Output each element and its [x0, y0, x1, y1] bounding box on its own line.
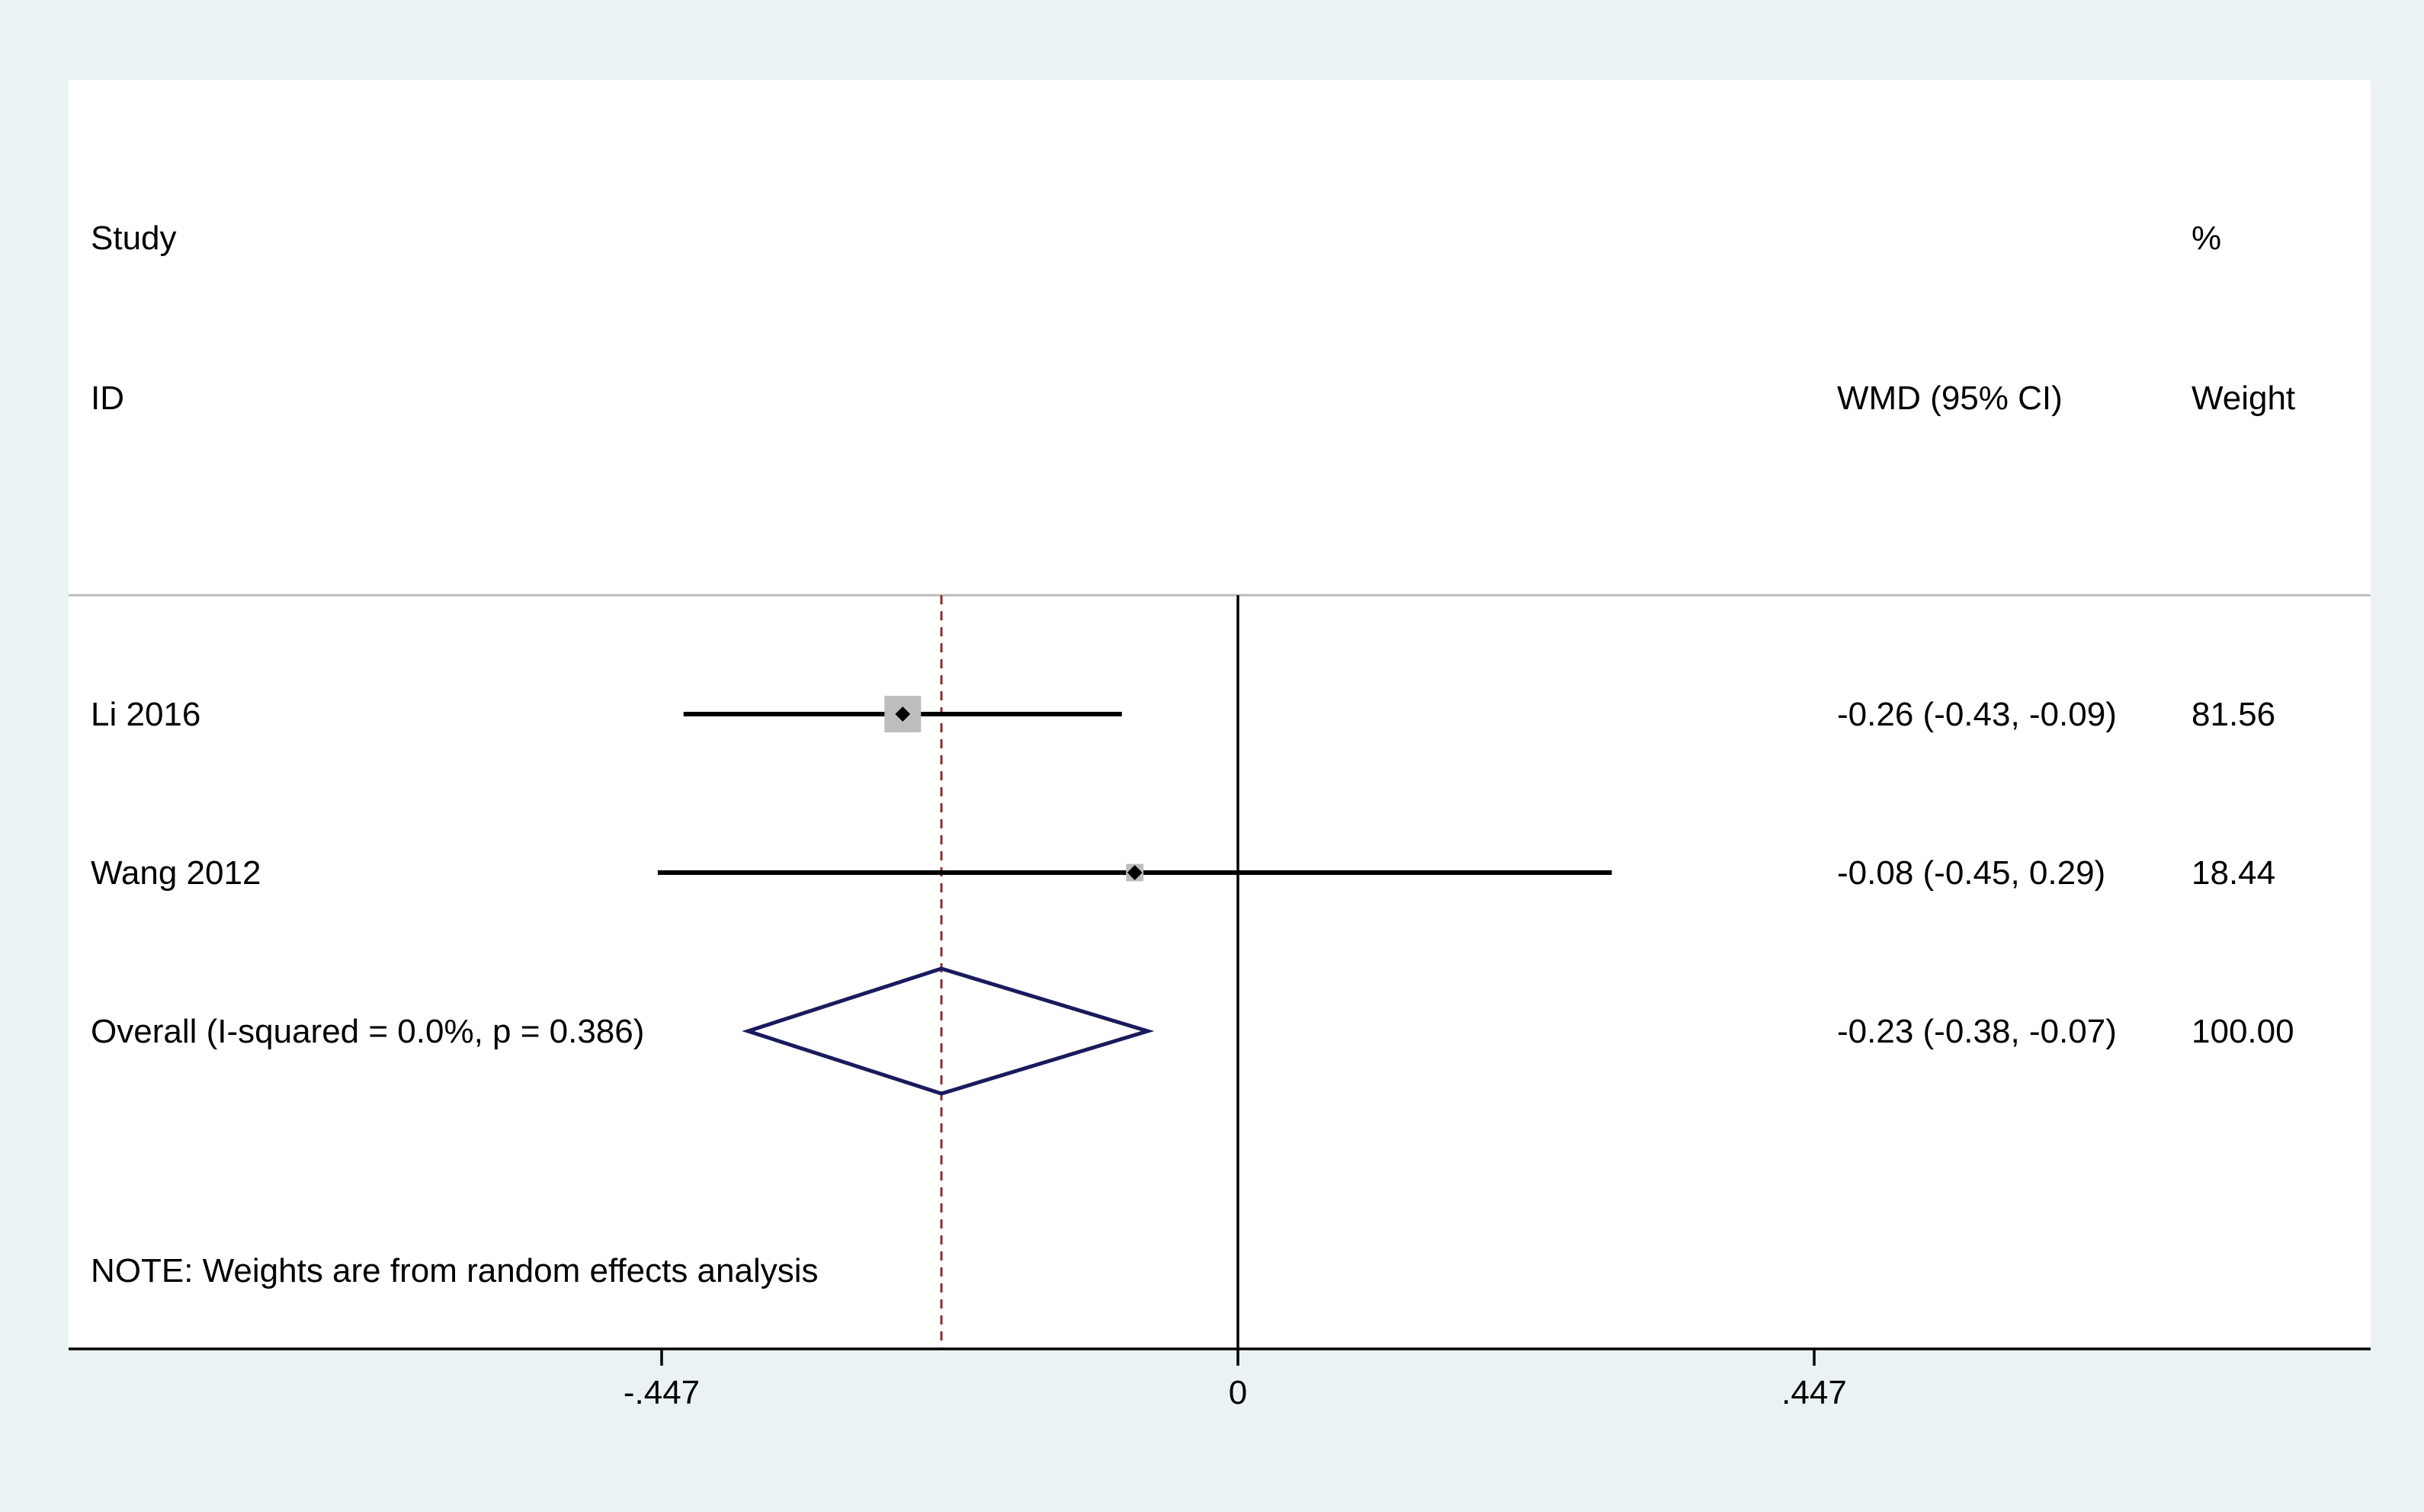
study-label: Li 2016 [91, 696, 200, 733]
plot-background [69, 80, 2371, 1349]
point-estimate-marker [1127, 865, 1143, 880]
overall-diamond [742, 966, 1155, 1096]
header-id: ID [91, 380, 124, 417]
study-row: Li 2016 -0.26 (-0.43, -0.09) 81.56 [91, 696, 2275, 733]
header-study: Study [91, 219, 177, 257]
x-tick-label: 0 [1229, 1374, 1247, 1411]
study-label: Wang 2012 [91, 854, 261, 892]
x-tick-label: -.447 [624, 1374, 700, 1411]
study-effect-text: -0.26 (-0.43, -0.09) [1837, 696, 2117, 733]
overall-effect-text: -0.23 (-0.38, -0.07) [1837, 1013, 2117, 1050]
header-weight: Weight [2192, 380, 2295, 417]
overall-weight-text: 100.00 [2192, 1013, 2294, 1050]
x-tick-label: .447 [1781, 1374, 1847, 1411]
header-weight-percent: % [2192, 219, 2221, 257]
point-estimate-marker [895, 706, 911, 722]
study-effect-text: -0.08 (-0.45, 0.29) [1837, 854, 2105, 892]
x-axis-ticks: -.447 0 .447 [624, 1349, 1847, 1411]
overall-row: Overall (I-squared = 0.0%, p = 0.386) -0… [91, 966, 2294, 1096]
study-weight-text: 18.44 [2192, 854, 2275, 892]
note-text: NOTE: Weights are from random effects an… [91, 1252, 819, 1289]
study-weight-text: 81.56 [2192, 696, 2275, 733]
study-row: Wang 2012 -0.08 (-0.45, 0.29) 18.44 [91, 854, 2275, 892]
header-effect: WMD (95% CI) [1837, 380, 2063, 417]
overall-label: Overall (I-squared = 0.0%, p = 0.386) [91, 1013, 644, 1050]
